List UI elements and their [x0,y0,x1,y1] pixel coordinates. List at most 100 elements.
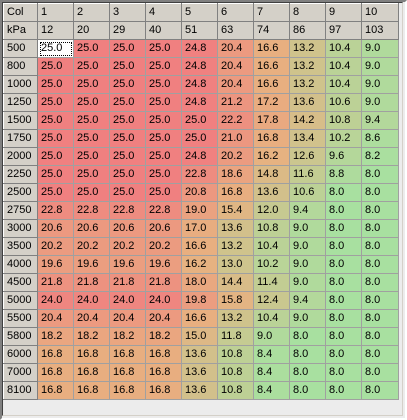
table-cell[interactable]: 25.0 [37,75,74,94]
table-cell[interactable]: 25.0 [37,39,74,58]
table-cell[interactable]: 14.8 [253,165,290,184]
table-cell[interactable]: 8.8 [325,165,362,184]
table-cell[interactable]: 12.4 [253,291,290,310]
table-cell[interactable]: 8.2 [361,147,399,166]
table-cell[interactable]: 16.2 [253,147,290,166]
table-cell[interactable]: 25.0 [37,129,74,148]
table-cell[interactable]: 13.6 [217,219,254,238]
table-cell[interactable]: 16.8 [109,363,146,382]
table-cell[interactable]: 15.8 [217,291,254,310]
table-cell[interactable]: 10.8 [253,219,290,238]
table-cell[interactable]: 9.4 [289,291,326,310]
table-cell[interactable]: 13.2 [217,237,254,256]
row-header-rpm[interactable]: 800 [3,57,38,76]
table-cell[interactable]: 20.2 [73,237,110,256]
table-cell[interactable]: 24.0 [37,291,74,310]
table-cell[interactable]: 19.6 [145,255,182,274]
table-cell[interactable]: 25.0 [109,183,146,202]
table-cell[interactable]: 24.8 [181,93,218,112]
table-cell[interactable]: 24.8 [181,147,218,166]
table-cell[interactable]: 8.0 [325,345,362,364]
table-cell[interactable]: 25.0 [37,183,74,202]
table-cell[interactable]: 19.8 [181,291,218,310]
table-cell[interactable]: 8.0 [325,201,362,220]
table-cell[interactable]: 16.2 [181,255,218,274]
table-cell[interactable]: 13.2 [217,309,254,328]
table-cell[interactable]: 10.8 [325,111,362,130]
table-cell[interactable]: 8.0 [361,237,399,256]
table-cell[interactable]: 12.6 [289,147,326,166]
table-cell[interactable]: 8.0 [361,165,399,184]
table-cell[interactable]: 25.0 [37,111,74,130]
row-header-rpm[interactable]: 500 [3,39,38,58]
table-cell[interactable]: 25.0 [145,39,182,58]
table-cell[interactable]: 17.8 [253,111,290,130]
table-cell[interactable]: 25.0 [145,93,182,112]
table-cell[interactable]: 25.0 [73,93,110,112]
table-cell[interactable]: 22.8 [145,201,182,220]
table-cell[interactable]: 21.8 [37,273,74,292]
table-cell[interactable]: 16.6 [181,309,218,328]
table-cell[interactable]: 8.0 [325,309,362,328]
table-cell[interactable]: 8.0 [361,255,399,274]
table-cell[interactable]: 8.0 [325,255,362,274]
column-header-kpa[interactable]: 29 [109,21,146,40]
row-header-rpm[interactable]: 1000 [3,75,38,94]
table-cell[interactable]: 8.4 [253,345,290,364]
table-cell[interactable]: 25.0 [181,111,218,130]
row-header-rpm[interactable]: 2250 [3,165,38,184]
table-cell[interactable]: 21.0 [217,129,254,148]
row-header-rpm[interactable]: 3000 [3,219,38,238]
table-cell[interactable]: 24.8 [181,57,218,76]
table-cell[interactable]: 16.8 [109,381,146,400]
table-cell[interactable]: 25.0 [109,93,146,112]
row-header-rpm[interactable]: 2750 [3,201,38,220]
table-cell[interactable]: 16.8 [37,363,74,382]
table-cell[interactable]: 25.0 [73,111,110,130]
table-cell[interactable]: 10.8 [217,345,254,364]
table-cell[interactable]: 13.6 [181,363,218,382]
row-header-rpm[interactable]: 5000 [3,291,38,310]
row-header-rpm[interactable]: 7000 [3,363,38,382]
table-cell[interactable]: 20.2 [37,237,74,256]
table-cell[interactable]: 25.0 [109,129,146,148]
table-cell[interactable]: 18.6 [217,165,254,184]
column-header-kpa[interactable]: 103 [361,21,399,40]
row-header-rpm[interactable]: 1750 [3,129,38,148]
column-header-col[interactable]: 7 [253,3,290,22]
table-cell[interactable]: 8.4 [253,381,290,400]
table-cell[interactable]: 8.0 [361,183,399,202]
table-cell[interactable]: 20.6 [37,219,74,238]
table-cell[interactable]: 9.6 [325,147,362,166]
table-cell[interactable]: 14.2 [289,111,326,130]
table-cell[interactable]: 13.2 [289,57,326,76]
table-cell[interactable]: 20.4 [73,309,110,328]
table-cell[interactable]: 24.0 [109,291,146,310]
table-cell[interactable]: 16.6 [181,237,218,256]
table-cell[interactable]: 18.2 [73,327,110,346]
table-cell[interactable]: 25.0 [109,147,146,166]
table-cell[interactable]: 8.0 [289,381,326,400]
row-header-rpm[interactable]: 5500 [3,309,38,328]
row-header-rpm[interactable]: 2500 [3,183,38,202]
table-cell[interactable]: 8.0 [325,381,362,400]
column-header-col[interactable]: 6 [217,3,254,22]
table-cell[interactable]: 10.4 [325,75,362,94]
table-cell[interactable]: 20.4 [145,309,182,328]
table-cell[interactable]: 24.0 [145,291,182,310]
column-header-kpa[interactable]: 97 [325,21,362,40]
table-cell[interactable]: 8.0 [361,291,399,310]
table-cell[interactable]: 9.0 [361,75,399,94]
table-cell[interactable]: 25.0 [145,111,182,130]
table-cell[interactable]: 24.0 [73,291,110,310]
table-cell[interactable]: 20.6 [109,219,146,238]
table-cell[interactable]: 16.8 [37,345,74,364]
table-cell[interactable]: 16.8 [145,363,182,382]
table-cell[interactable]: 25.0 [145,165,182,184]
table-cell[interactable]: 16.8 [73,345,110,364]
row-header-rpm[interactable]: 3500 [3,237,38,256]
table-cell[interactable]: 10.6 [289,183,326,202]
table-cell[interactable]: 8.0 [325,363,362,382]
table-cell[interactable]: 13.6 [181,345,218,364]
table-cell[interactable]: 20.4 [217,75,254,94]
